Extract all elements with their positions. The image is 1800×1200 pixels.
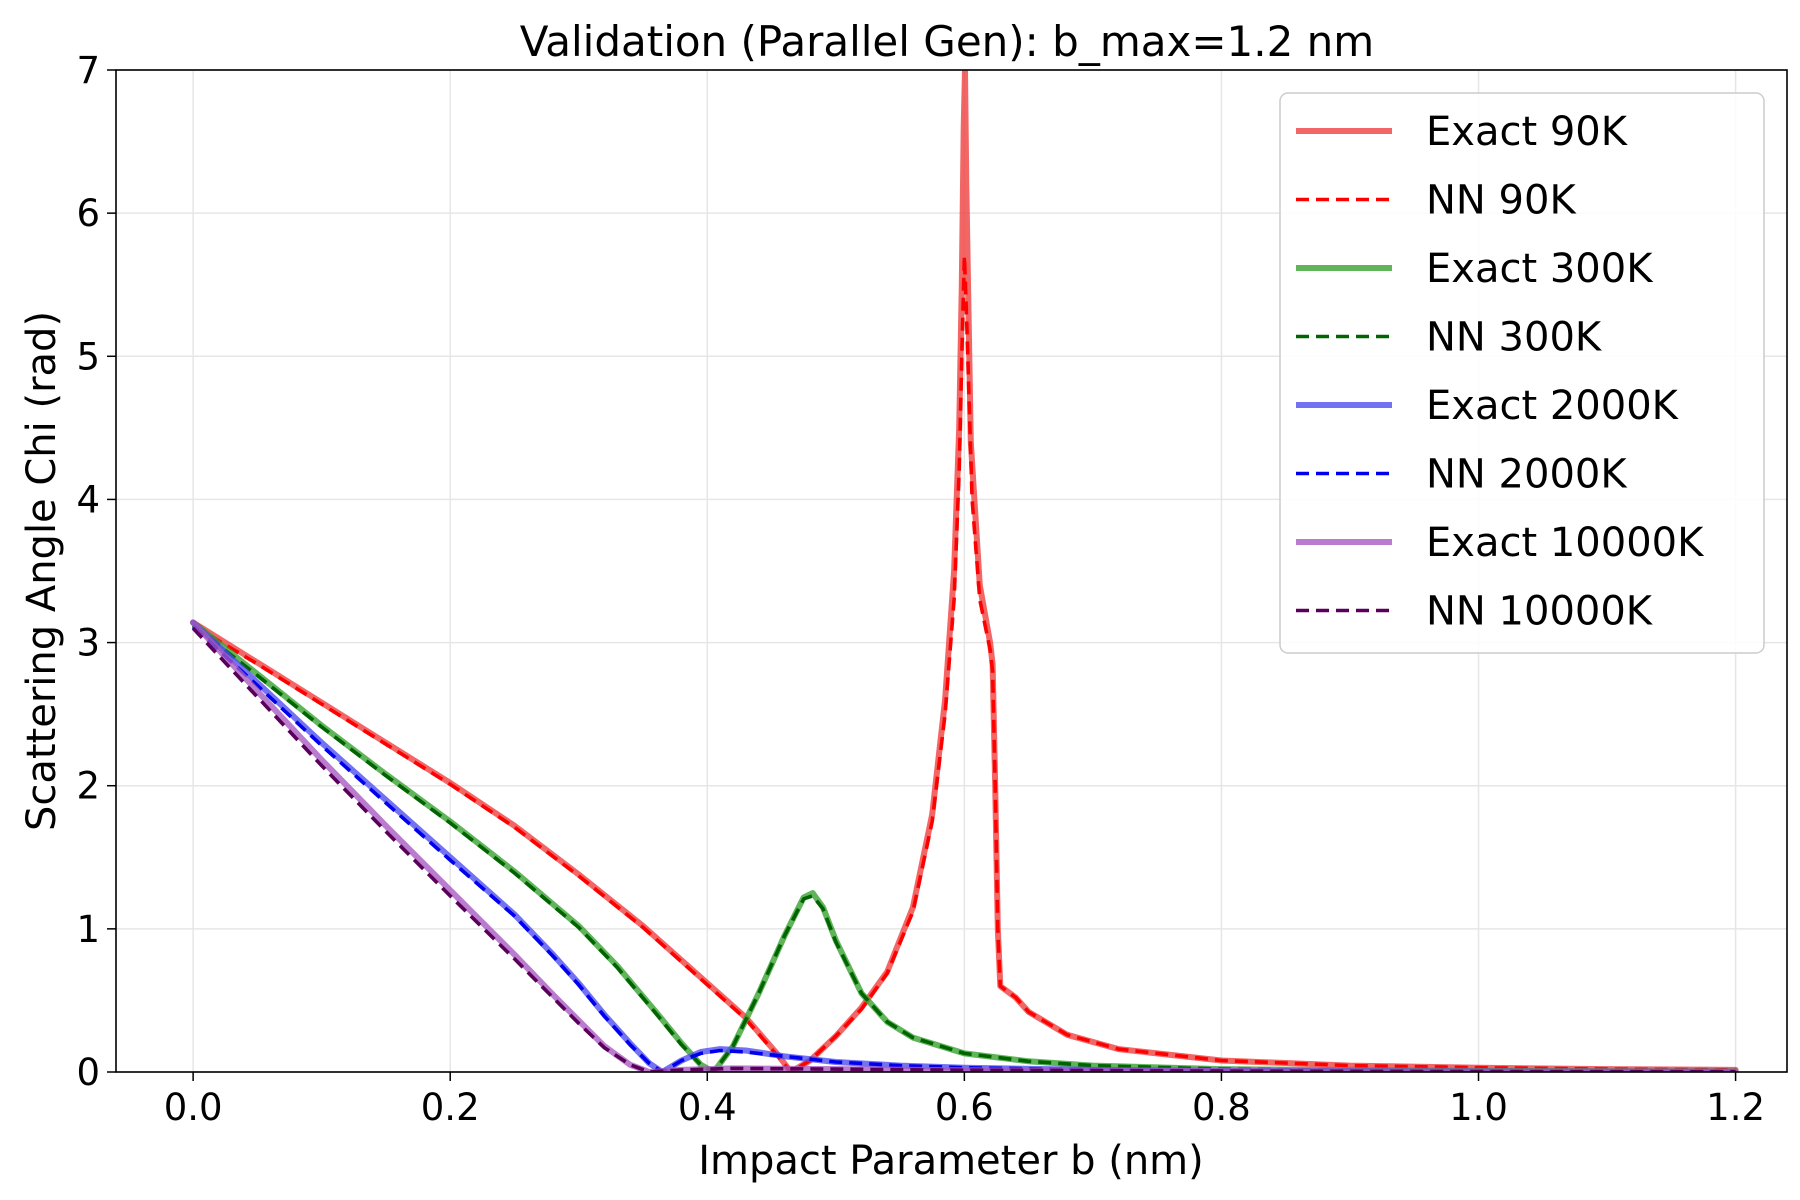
legend-label-nn-2000k: NN 2000K <box>1426 452 1628 498</box>
legend-label-exact-90k: Exact 90K <box>1426 109 1629 155</box>
legend-label-exact-10000k: Exact 10000K <box>1426 520 1705 566</box>
x-tick-label: 1.0 <box>1449 1086 1508 1129</box>
x-tick-label: 0.8 <box>1192 1086 1251 1129</box>
chart-title: Validation (Parallel Gen): b_max=1.2 nm <box>520 17 1374 66</box>
legend: Exact 90K NN 90K Exact 300K NN 300K Exact 20… <box>1279 92 1765 654</box>
x-tick-label: 0.4 <box>678 1086 737 1129</box>
x-tick-label: 0.0 <box>164 1086 223 1129</box>
y-axis-label: Scattering Angle Chi (rad) <box>19 311 65 831</box>
series-line-nn-10000k <box>191 627 1736 1072</box>
y-tick-label: 4 <box>76 478 100 521</box>
x-tick-label: 0.6 <box>935 1086 994 1129</box>
x-axis-label: Impact Parameter b (nm) <box>698 1138 1204 1184</box>
series-line-nn-2000k <box>191 625 1736 1072</box>
y-tick-label: 2 <box>76 765 100 808</box>
legend-label-exact-2000k: Exact 2000K <box>1426 383 1680 429</box>
y-tick-label: 0 <box>76 1051 100 1094</box>
plot-frame <box>115 69 1788 1073</box>
x-tick-label: 1.2 <box>1706 1086 1765 1129</box>
legend-label-exact-300k: Exact 300K <box>1426 246 1654 292</box>
series-line-nn-300k <box>191 623 1736 1072</box>
y-tick-label: 3 <box>76 622 100 665</box>
legend-box <box>1279 92 1765 654</box>
series-layer <box>190 70 1739 1072</box>
legend-label-nn-300k: NN 300K <box>1426 315 1603 361</box>
x-tick-label: 0.2 <box>421 1086 480 1129</box>
y-tick-label: 5 <box>76 335 100 378</box>
axis-ticks: 0.0 0.2 0.4 0.6 0.8 1.0 1.2 0 1 2 3 4 5 6 7 <box>76 49 1765 1129</box>
y-tick-label: 1 <box>76 908 100 951</box>
y-tick-label: 7 <box>76 49 100 92</box>
legend-label-nn-10000k: NN 10000K <box>1426 589 1654 635</box>
y-tick-label: 6 <box>76 192 100 235</box>
series-line-nn-90k <box>192 254 1736 1072</box>
legend-label-nn-90k: NN 90K <box>1426 178 1577 224</box>
